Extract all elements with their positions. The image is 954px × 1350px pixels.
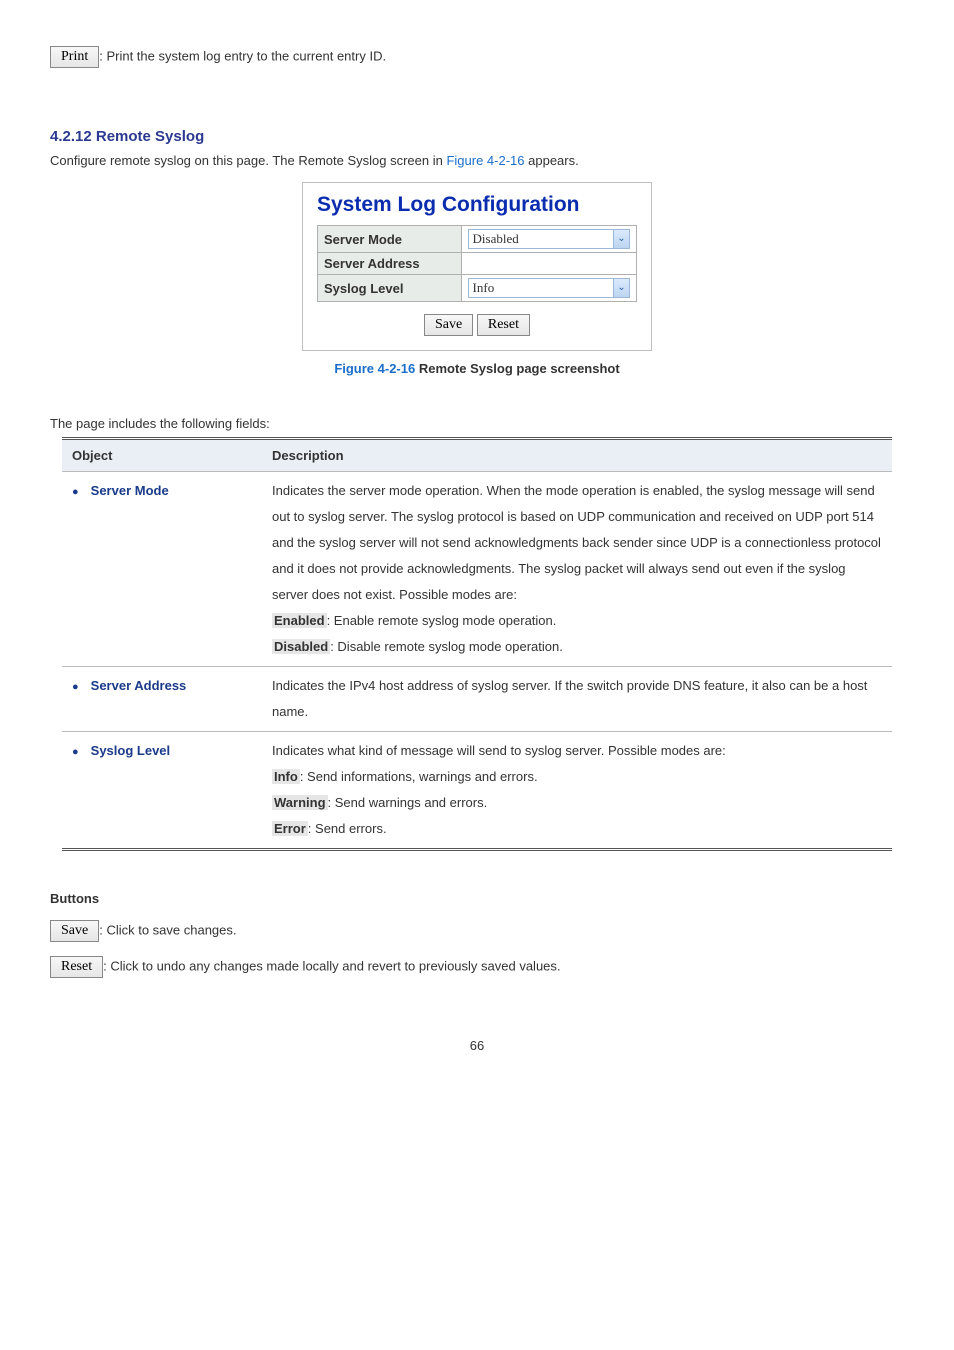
option-label: Disabled [272,639,330,654]
config-label: Server Address [318,253,462,275]
option-label: Info [272,769,300,784]
intro-before: Configure remote syslog on this page. Th… [50,153,446,168]
object-name: Server Address [91,678,187,693]
fields-table: Object Description ● Server Mode Indicate… [62,437,892,851]
reset-desc: : Click to undo any changes made locally… [103,958,560,973]
option-label: Warning [272,795,328,810]
option-desc: : Send informations, warnings and errors… [300,769,538,784]
config-row-server-mode: Server Mode Disabled ⌄ [318,226,637,253]
figure-caption: Figure 4-2-16 Remote Syslog page screens… [50,361,904,376]
description-cell: Indicates what kind of message will send… [262,732,892,850]
object-cell: ● Server Mode [62,472,262,667]
config-label: Server Mode [318,226,462,253]
intro-paragraph: Configure remote syslog on this page. Th… [50,153,904,168]
syslog-level-select[interactable]: Info ⌄ [468,278,630,298]
config-panel: System Log Configuration Server Mode Dis… [302,182,652,351]
config-row-server-address: Server Address [318,253,637,275]
panel-reset-button[interactable]: Reset [477,314,530,336]
column-header-object: Object [62,439,262,472]
reset-button-line: Reset: Click to undo any changes made lo… [50,956,904,978]
select-value: Disabled [473,231,519,246]
option-desc: : Enable remote syslog mode operation. [327,613,557,628]
config-label: Syslog Level [318,275,462,302]
print-desc-text: : Print the system log entry to the curr… [99,48,386,63]
chevron-down-icon: ⌄ [613,279,629,297]
figure-caption-text: Remote Syslog page screenshot [415,361,619,376]
option-desc: : Disable remote syslog mode operation. [330,639,563,654]
reset-button[interactable]: Reset [50,956,103,978]
bullet-icon: ● [72,681,79,693]
option-desc: : Send errors. [308,821,387,836]
fields-intro: The page includes the following fields: [50,416,904,431]
panel-button-row: Save Reset [317,314,637,336]
option-label: Enabled [272,613,327,628]
desc-text: Indicates the IPv4 host address of syslo… [272,678,867,719]
page-number: 66 [50,1038,904,1053]
intro-after: appears. [525,153,579,168]
desc-text: Indicates what kind of message will send… [272,743,726,758]
option-label: Error [272,821,308,836]
object-name: Server Mode [91,483,169,498]
section-heading: 4.2.12 Remote Syslog [50,128,904,145]
save-button[interactable]: Save [50,920,99,942]
config-panel-title: System Log Configuration [317,193,637,217]
desc-text: Indicates the server mode operation. Whe… [272,483,881,602]
table-row: ● Server Mode Indicates the server mode o… [62,472,892,667]
option-desc: : Send warnings and errors. [328,795,488,810]
table-row: ● Syslog Level Indicates what kind of mes… [62,732,892,850]
description-cell: Indicates the server mode operation. Whe… [262,472,892,667]
description-cell: Indicates the IPv4 host address of syslo… [262,667,892,732]
object-cell: ● Syslog Level [62,732,262,850]
object-name: Syslog Level [91,743,170,758]
config-value-cell: Info ⌄ [461,275,636,302]
buttons-heading: Buttons [50,891,904,906]
figure-caption-label: Figure 4-2-16 [334,361,415,376]
figure-reference-link[interactable]: Figure 4-2-16 [446,153,524,168]
table-row: ● Server Address Indicates the IPv4 host … [62,667,892,732]
select-value: Info [473,280,495,295]
save-button-line: Save: Click to save changes. [50,920,904,942]
save-desc: : Click to save changes. [99,922,236,937]
chevron-down-icon: ⌄ [613,230,629,248]
column-header-description: Description [262,439,892,472]
server-mode-select[interactable]: Disabled ⌄ [468,229,630,249]
bullet-icon: ● [72,486,79,498]
config-table: Server Mode Disabled ⌄ Server Address Sy… [317,225,637,302]
panel-save-button[interactable]: Save [424,314,473,336]
config-value-cell: Disabled ⌄ [461,226,636,253]
bullet-icon: ● [72,746,79,758]
print-button[interactable]: Print [50,46,99,68]
config-row-syslog-level: Syslog Level Info ⌄ [318,275,637,302]
print-description-line: Print: Print the system log entry to the… [50,46,904,68]
server-address-input[interactable] [461,253,636,275]
object-cell: ● Server Address [62,667,262,732]
